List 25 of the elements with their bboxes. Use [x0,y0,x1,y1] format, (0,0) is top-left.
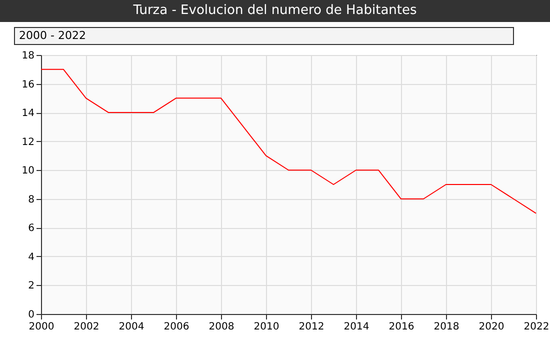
x-tick-label: 2000 [28,322,54,332]
line-series [40,68,536,214]
x-tick-label: 2010 [254,322,280,332]
x-tick-label: 2020 [478,322,504,332]
chart-subtitle: 2000 - 2022 [14,27,514,45]
y-tick-label: 16 [22,79,34,90]
x-tick-label: 2018 [434,322,460,332]
y-tick-label: 18 [22,50,34,62]
y-tick-label: 2 [28,280,34,292]
x-tick-label: 2016 [388,322,414,332]
y-tick-label: 8 [28,194,34,206]
x-tick-label: 2002 [74,322,100,332]
x-tick-label: 2022 [524,322,550,332]
x-tick-label: 2008 [208,322,234,332]
x-tick-label: 2012 [298,322,324,332]
y-tick-label: 6 [28,223,34,234]
y-tick-label: 0 [28,310,34,320]
y-tick-label: 4 [28,252,34,263]
y-tick-label: 12 [22,136,34,148]
chart-title: Turza - Evolucion del numero de Habitantes [0,0,550,22]
y-tick-label: 10 [22,166,34,177]
x-tick-label: 2004 [118,322,144,332]
x-tick-label: 2006 [164,322,190,332]
y-tick-label: 14 [22,108,34,120]
x-tick-label: 2014 [344,322,370,332]
